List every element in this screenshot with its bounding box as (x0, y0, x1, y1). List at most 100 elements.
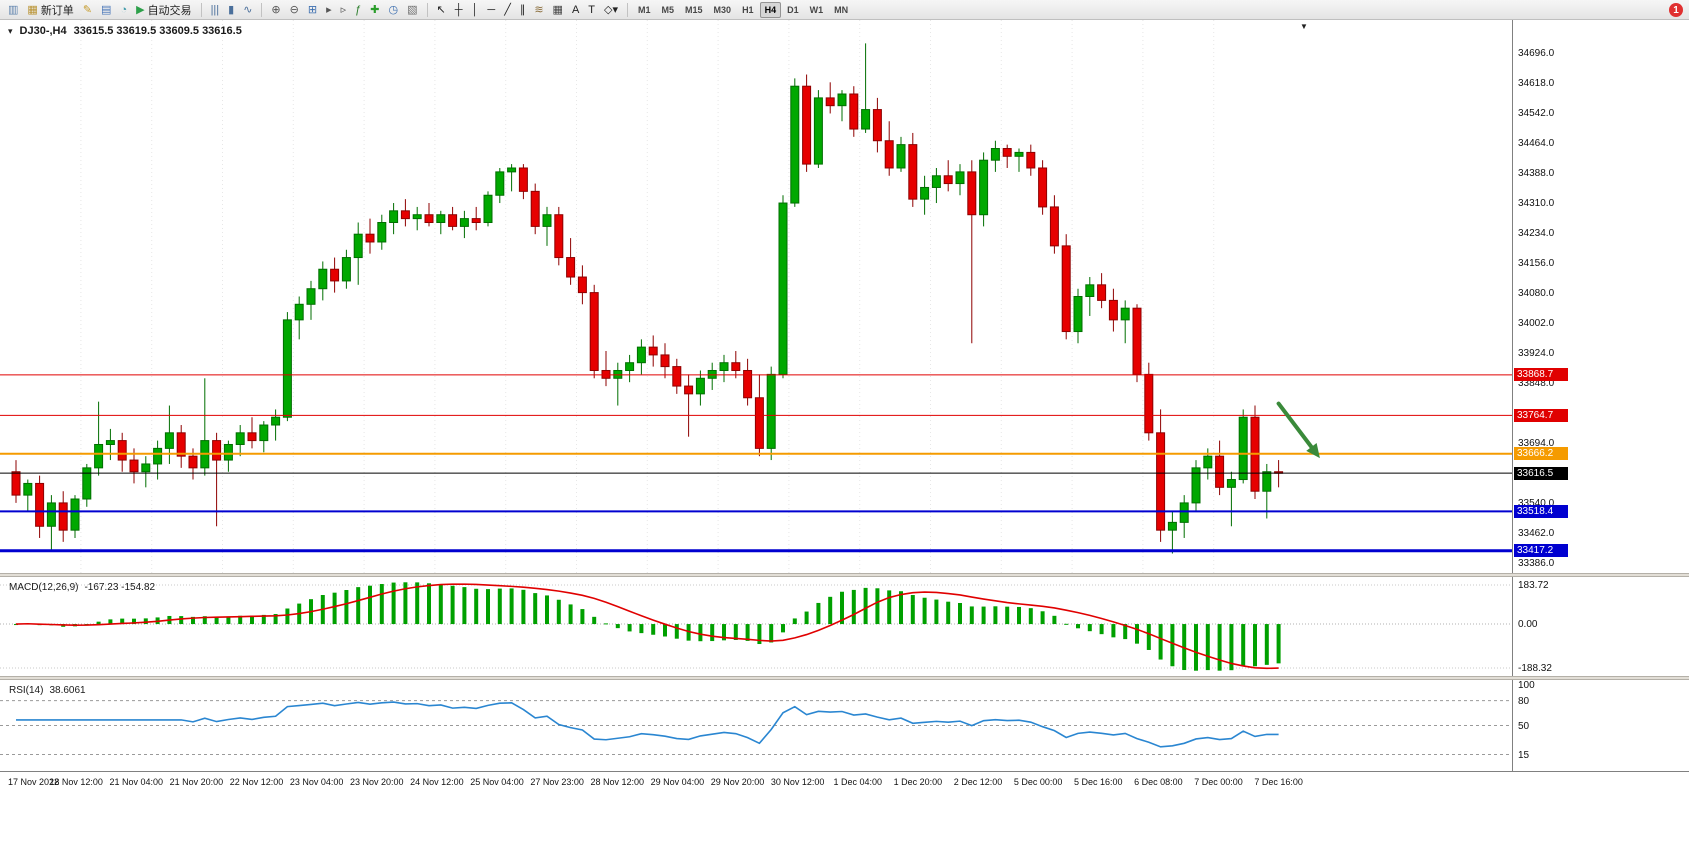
timeframe-m15-button[interactable]: M15 (685, 4, 703, 15)
horizontal-price-lines[interactable] (0, 374, 1512, 553)
price-tick-label: 34234.0 (1518, 227, 1555, 239)
rsi-panel[interactable]: RSI(14) 38.6061 (0, 680, 1512, 771)
price-tick-label: 34310.0 (1518, 198, 1555, 210)
timeframe-w1-button[interactable]: W1 (809, 4, 824, 15)
equidistant-channel-icon-button[interactable]: ∥ (516, 0, 530, 20)
day-separators (80, 20, 1215, 573)
candlestick-series[interactable] (11, 43, 1284, 554)
tile-windows-icon-button[interactable]: ⊞ (304, 0, 321, 20)
time-tick-label: 24 Nov 12:00 (410, 777, 464, 787)
macd-canvas[interactable] (0, 577, 1512, 676)
line-chart-icon-button[interactable]: ∿ (239, 0, 256, 20)
time-tick-label: 27 Nov 23:00 (530, 777, 584, 787)
timeframe-m1-button[interactable]: M1 (638, 4, 651, 15)
price-tick-label: 33924.0 (1518, 348, 1555, 360)
horizontal-line-icon-button[interactable]: ─ (483, 0, 499, 20)
data-window-icon-button[interactable]: ◔ (116, 0, 131, 20)
macd-signal-line (15, 583, 1279, 670)
price-axis[interactable]: 34696.0 34618.0 34542.0 34464.0 34388.0 34310… (1512, 20, 1689, 771)
price-line-tag: 33764.7 (1514, 408, 1568, 422)
crosshair-icon: ┼ (454, 3, 463, 16)
timeframe-d1-button[interactable]: D1 (787, 4, 799, 15)
periods-icon-button[interactable]: ◷ (384, 0, 402, 20)
new-chart-icon-button[interactable]: ▥ (4, 0, 22, 20)
price-line-tag: 33518.4 (1514, 504, 1568, 518)
time-tick-label: 23 Nov 20:00 (349, 777, 404, 787)
chart-shift-marker-icon[interactable]: ▼ (1300, 22, 1308, 31)
time-tick-label: 29 Nov 04:00 (650, 777, 705, 787)
new-order-icon: ▦ (27, 3, 38, 16)
new-order-button[interactable]: ▦ 新订单 (23, 0, 77, 20)
vertical-line-icon-button[interactable]: │ (468, 0, 483, 20)
time-tick-label: 2 Dec 12:00 (953, 777, 1003, 787)
arrows-dropdown-icon-button[interactable]: ◇▾ (600, 0, 622, 20)
line-chart-icon: ∿ (243, 3, 253, 16)
metaeditor-icon-button[interactable]: ✎ (79, 0, 96, 20)
timeframe-mn-button[interactable]: MN (834, 4, 849, 15)
zoom-in-icon: ⊕ (271, 3, 281, 16)
macd-axis-label: 0.00 (1518, 619, 1538, 631)
notification-badge[interactable]: 1 (1669, 3, 1683, 17)
price-tick-label: 34002.0 (1518, 317, 1555, 329)
arrows-dropdown-icon: ◇▾ (604, 3, 618, 16)
time-tick-label: 23 Nov 04:00 (289, 777, 344, 787)
macd-label: MACD(12,26,9) -167.23 -154.82 (9, 582, 161, 593)
candlestick-chart-icon-button[interactable]: ▮ (224, 0, 238, 20)
price-tick-label: 33848.0 (1518, 377, 1555, 389)
cursor-icon-button[interactable]: ↖ (433, 0, 450, 20)
auto-trading-button[interactable]: ▶ 自动交易 (132, 0, 195, 20)
time-tick-label: 21 Nov 20:00 (169, 777, 224, 787)
splitter-main-macd[interactable] (0, 573, 1689, 577)
text-label-icon-button[interactable]: T (584, 0, 599, 20)
time-tick-label: 21 Nov 04:00 (109, 777, 164, 787)
new-order-label: 新订单 (40, 4, 74, 17)
time-tick-label: 7 Dec 00:00 (1194, 777, 1243, 787)
toolbar-separator (200, 2, 202, 17)
text-label-icon: T (588, 3, 596, 16)
market-watch-icon-button[interactable]: ▤ (97, 0, 115, 20)
candlestick-chart-canvas[interactable] (0, 20, 1512, 573)
trendline-icon-button[interactable]: ╱ (500, 0, 515, 20)
time-tick-label: 28 Nov 12:00 (590, 777, 645, 787)
fibonacci-icon-button[interactable]: ≋ (530, 0, 547, 20)
toolbar-separator (261, 2, 263, 17)
macd-panel[interactable]: MACD(12,26,9) -167.23 -154.82 (0, 577, 1512, 676)
time-axis[interactable]: 17 Nov 2022 18 Nov 12:00 21 Nov 04:00 21 No… (0, 771, 1689, 794)
price-tick-label: 34156.0 (1518, 258, 1555, 269)
add-indicator-icon-button[interactable]: ✚ (366, 0, 383, 20)
bar-chart-icon-button[interactable]: ||| (207, 0, 224, 20)
rsi-canvas[interactable] (0, 680, 1512, 771)
zoom-in-icon-button[interactable]: ⊕ (267, 0, 284, 20)
trend-arrow[interactable] (1276, 401, 1325, 462)
auto-scroll-icon-button[interactable]: ▸ (322, 0, 336, 20)
price-tick-label: 33386.0 (1518, 557, 1555, 569)
timeframe-h4-button[interactable]: H4 (759, 1, 782, 18)
cursor-icon: ↖ (436, 3, 446, 16)
periods-icon: ◷ (388, 3, 399, 16)
shapes-grid-icon: ▦ (552, 3, 563, 16)
main-chart-panel[interactable]: ▾ DJ30-,H4 33615.5 33619.5 33609.5 33616.5… (0, 20, 1512, 573)
crosshair-icon-button[interactable]: ┼ (451, 0, 467, 20)
chart-shift-icon-button[interactable]: ▹ (337, 0, 351, 20)
toolbar: ▥ ▦ 新订单 ✎ ▤ ◔ ▶ 自动交易 ||| ▮ ∿ ⊕ ⊖ ⊞ ▸ ▹ ƒ ✚ ◷ ▧ ↖ ┼ │ ─ ╱ ∥ ≋ ▦ A T ◇▾ M… (0, 0, 1689, 20)
zoom-out-icon-button[interactable]: ⊖ (286, 0, 303, 20)
rsi-line (16, 701, 1279, 748)
time-tick-label: 1 Dec 04:00 (833, 777, 882, 787)
text-icon-button[interactable]: A (568, 0, 583, 20)
timeframe-h1-button[interactable]: H1 (742, 4, 754, 15)
templates-icon-button[interactable]: ▧ (403, 0, 421, 20)
fibonacci-icon: ≋ (534, 3, 544, 16)
splitter-macd-rsi[interactable] (0, 676, 1689, 680)
rsi-label: RSI(14) 38.6061 (9, 685, 92, 696)
equidistant-channel-icon: ∥ (519, 3, 526, 16)
symbol-period-label: DJ30-,H4 (19, 25, 67, 37)
price-tick-label: 34388.0 (1518, 167, 1555, 179)
macd-name: MACD(12,26,9) (9, 582, 79, 593)
timeframe-m5-button[interactable]: M5 (661, 4, 675, 15)
indicators-icon-button[interactable]: ƒ (351, 0, 365, 20)
timeframe-m30-button[interactable]: M30 (713, 4, 732, 15)
shapes-grid-icon-button[interactable]: ▦ (549, 0, 567, 20)
time-tick-label: 5 Dec 00:00 (1013, 777, 1063, 787)
rsi-axis-label: 50 (1518, 720, 1530, 732)
